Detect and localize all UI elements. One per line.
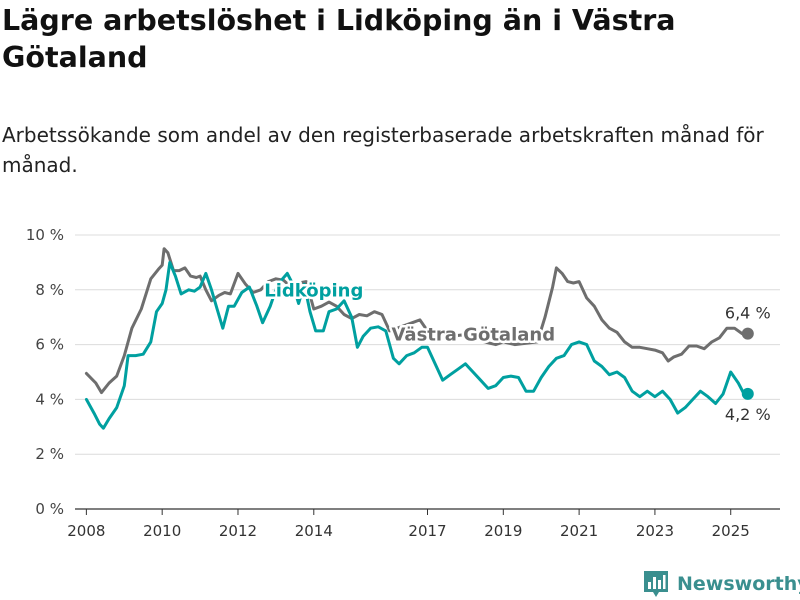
- series-label-vastra-gotaland: Västra Götaland: [391, 324, 555, 345]
- x-tick-label: 2023: [636, 522, 674, 540]
- end-point-lidköping: [741, 387, 754, 400]
- y-tick-label: 4 %: [35, 390, 64, 408]
- y-tick-label: 10 %: [26, 226, 64, 244]
- newsworthy-logo[interactable]: Newsworthy: [643, 570, 800, 598]
- y-tick-label: 8 %: [35, 281, 64, 299]
- y-axis-tick-labels: 0 % 2 % 4 % 6 % 8 % 10 %: [26, 226, 64, 518]
- y-tick-label: 0 %: [35, 500, 64, 518]
- x-axis-ticks: 2008 2010 2012 2014 2017 2019 2021 2023 2025: [67, 509, 750, 540]
- chart-title: Lägre arbetslöshet i Lidköping än i Väst…: [2, 4, 676, 74]
- logo-text: Newsworthy: [677, 573, 800, 595]
- bar-chart-logo-icon: [644, 571, 668, 597]
- series-lines: [84, 247, 754, 430]
- chart-subtitle: Arbetssökande som andel av den registerb…: [2, 123, 764, 177]
- x-tick-label: 2008: [67, 522, 105, 540]
- line-chart: 0 % 2 % 4 % 6 % 8 % 10 % 2008 2010 2012 2014 2017…: [26, 226, 780, 540]
- series-label-lidkoping: Lidköping: [264, 281, 363, 302]
- end-value-label-lidkoping: 4,2 %: [725, 405, 771, 424]
- end-point-västra-götaland: [741, 327, 754, 340]
- x-tick-label: 2025: [712, 522, 750, 540]
- series-line-västra-götaland: [84, 247, 750, 395]
- y-tick-label: 2 %: [35, 445, 64, 463]
- y-tick-label: 6 %: [35, 336, 64, 354]
- x-tick-label: 2010: [143, 522, 181, 540]
- x-tick-label: 2019: [484, 522, 522, 540]
- end-value-label-vastra-gotaland: 6,4 %: [725, 304, 771, 323]
- x-tick-label: 2014: [295, 522, 333, 540]
- grid-lines: [75, 234, 780, 510]
- series-labels: Västra Götaland Lidköping 6,4 % 4,2 %: [262, 278, 773, 426]
- x-tick-label: 2021: [560, 522, 598, 540]
- x-tick-label: 2017: [408, 522, 446, 540]
- series-line-lidköping: [84, 260, 750, 430]
- x-tick-label: 2012: [219, 522, 257, 540]
